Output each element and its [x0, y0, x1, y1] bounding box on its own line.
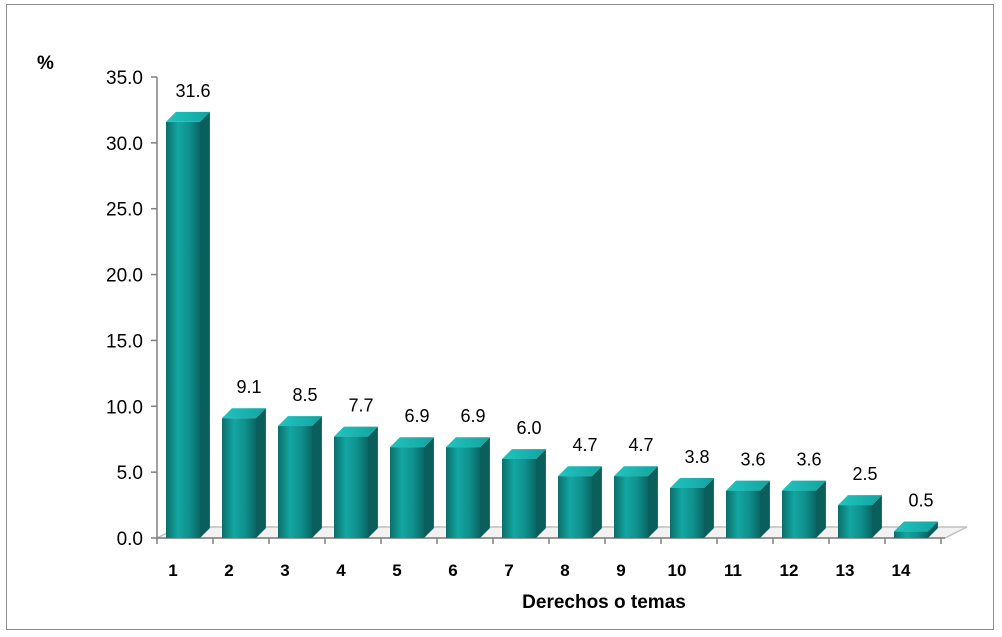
data-label: 4.7 [572, 435, 597, 455]
y-tick-label: 0.0 [117, 529, 143, 550]
x-category-label: 3 [280, 561, 289, 580]
bar [278, 416, 322, 538]
bar-side [200, 111, 210, 538]
bar [390, 437, 434, 538]
bar-top [278, 416, 322, 427]
data-label: 2.5 [852, 464, 877, 484]
bar-side [592, 466, 602, 538]
bar-top [726, 480, 770, 491]
bar [782, 480, 826, 538]
bar-top [894, 521, 938, 532]
x-category-label: 8 [560, 561, 569, 580]
bar-front [670, 487, 704, 538]
data-label: 6.0 [516, 418, 541, 438]
x-category-label: 2 [224, 561, 233, 580]
y-tick-label: 15.0 [106, 331, 143, 352]
bar [838, 495, 882, 538]
bar-front [614, 476, 648, 538]
bar [446, 437, 490, 538]
bar-chart: 0.0 5.0 10.0 15.0 20.0 25.0 30.0 35.0 31.6 9.1 8.… [37, 53, 968, 613]
bar-top [446, 437, 490, 448]
bar-front [334, 436, 368, 538]
data-label: 4.7 [628, 435, 653, 455]
bar [166, 111, 210, 538]
y-tick-label: 25.0 [106, 200, 143, 221]
y-tick-label: 5.0 [117, 463, 143, 484]
bar-top [502, 449, 546, 459]
data-label: 7.7 [348, 396, 373, 416]
bar-top [390, 437, 434, 448]
bar-front [166, 121, 200, 538]
data-label: 9.1 [236, 377, 261, 397]
bar [726, 480, 770, 538]
bar-top [838, 495, 882, 506]
x-axis-labels: 1 2 3 4 5 6 7 8 9 10 11 12 13 14 [168, 561, 911, 580]
x-category-label: 6 [448, 561, 457, 580]
data-label: 6.9 [404, 406, 429, 426]
x-category-label: 13 [836, 561, 855, 580]
y-tick-label: 35.0 [106, 68, 143, 89]
bar-side [928, 521, 938, 538]
data-labels: 31.6 9.1 8.5 7.7 6.9 6.9 6.0 4.7 4.7 3.8 3.6 3.6 2.5… [175, 81, 933, 511]
bar-side [312, 416, 322, 538]
data-label: 0.5 [908, 490, 933, 510]
data-label: 3.6 [740, 450, 765, 470]
x-category-label: 9 [616, 561, 625, 580]
bar-front [446, 447, 480, 538]
bar-side [760, 480, 770, 538]
bar-side [368, 426, 378, 538]
y-tick-label: 20.0 [106, 266, 143, 287]
x-axis-title: Derechos o temas [522, 592, 686, 613]
bar-top [782, 480, 826, 491]
bar-side [816, 480, 826, 538]
bar-front [894, 531, 928, 538]
bar [334, 426, 378, 538]
x-category-label: 14 [892, 561, 911, 580]
x-category-label: 7 [504, 561, 513, 580]
bar [614, 466, 658, 538]
bar-side [704, 478, 714, 538]
x-category-label: 10 [668, 561, 687, 580]
bar-top [670, 478, 714, 488]
chart-frame: 0.0 5.0 10.0 15.0 20.0 25.0 30.0 35.0 31.6 9.1 8.… [6, 4, 994, 630]
bar-side [648, 466, 658, 538]
bar-top [558, 466, 602, 477]
bar-front [390, 447, 424, 538]
bar-side [872, 495, 882, 538]
x-category-label: 4 [336, 561, 346, 580]
bar-side [424, 437, 434, 538]
x-category-label: 1 [168, 561, 177, 580]
y-tick-label: 10.0 [106, 397, 143, 418]
bar-side [536, 449, 546, 538]
bar-front [726, 490, 760, 538]
bar-top [222, 408, 266, 419]
x-category-label: 11 [724, 561, 742, 580]
data-label: 8.5 [292, 385, 317, 405]
bar [670, 478, 714, 538]
bar [894, 521, 938, 538]
bar-front [222, 418, 256, 538]
bars [166, 111, 938, 538]
bar [222, 408, 266, 538]
x-category-label: 5 [392, 561, 401, 580]
bar-front [502, 458, 536, 538]
bar-top [166, 111, 210, 122]
bar-top [614, 466, 658, 477]
data-label: 3.6 [796, 450, 821, 470]
bar-front [558, 476, 592, 538]
y-tick-label: 30.0 [106, 134, 143, 155]
bar-side [480, 437, 490, 538]
bar-front [278, 426, 312, 538]
bar-front [782, 490, 816, 538]
data-label: 6.9 [460, 406, 485, 426]
bar-side [256, 408, 266, 538]
bar-top [334, 426, 378, 437]
bar [558, 466, 602, 538]
bar-front [838, 505, 872, 538]
data-label: 31.6 [175, 81, 210, 101]
data-label: 3.8 [684, 447, 709, 467]
x-category-label: 12 [780, 561, 799, 580]
y-axis-unit-label: % [37, 53, 54, 74]
bar [502, 449, 546, 538]
